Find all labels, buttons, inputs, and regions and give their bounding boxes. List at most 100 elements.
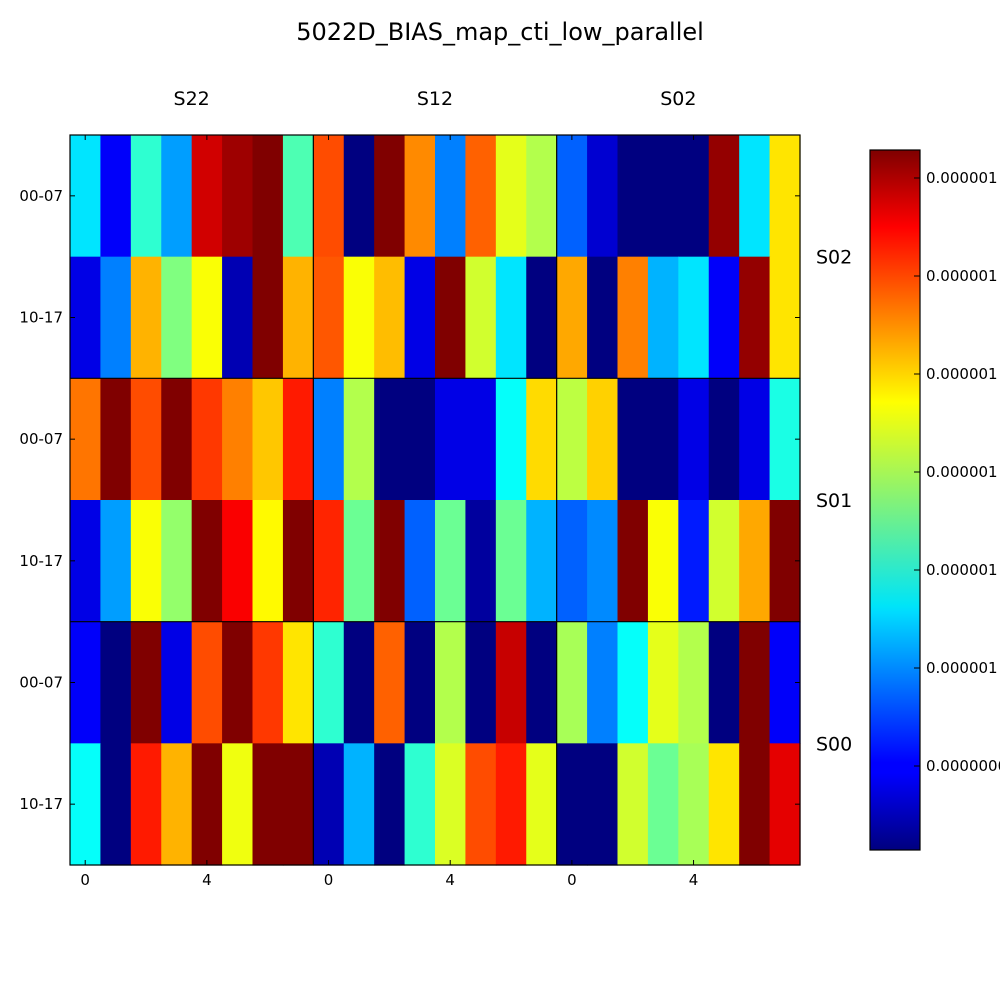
heatmap-cell (404, 256, 436, 379)
heatmap-cell (678, 135, 710, 258)
heatmap-cell (313, 621, 345, 744)
heatmap-cell (252, 256, 284, 379)
heatmap-cell (739, 256, 771, 379)
heatmap-cell (252, 135, 284, 258)
heatmap-cell (678, 743, 710, 866)
heatmap-cell (495, 135, 527, 258)
heatmap-cell (100, 743, 132, 866)
column-group-label: S22 (174, 88, 210, 110)
heatmap-cell (130, 500, 162, 623)
heatmap-cell (465, 135, 497, 258)
heatmap-cell (374, 135, 406, 258)
heatmap-cell (708, 621, 740, 744)
heatmap-cell (130, 378, 162, 501)
heatmap-cell (374, 378, 406, 501)
heatmap-cell (435, 621, 467, 744)
heatmap-cell (647, 743, 679, 866)
heatmap-cell (130, 621, 162, 744)
heatmap-cell (647, 256, 679, 379)
heatmap-cell (100, 500, 132, 623)
heatmap-cell (465, 743, 497, 866)
heatmap-cell (708, 256, 740, 379)
row-group-label: S02 (816, 247, 852, 269)
heatmap-cell (70, 500, 102, 623)
heatmap-cell (495, 500, 527, 623)
heatmap-cell (130, 135, 162, 258)
heatmap-cell (282, 500, 314, 623)
heatmap-cell (465, 500, 497, 623)
x-tick-label: 4 (689, 871, 699, 889)
heatmap-cell (435, 743, 467, 866)
heatmap-cell (526, 378, 558, 501)
heatmap-cell (587, 256, 619, 379)
heatmap-cell (526, 256, 558, 379)
heatmap-cell (617, 621, 649, 744)
heatmap-cell (374, 256, 406, 379)
heatmap-cell (526, 500, 558, 623)
heatmap-cell (100, 135, 132, 258)
colorbar-tick-label: 0.000001 (926, 561, 998, 579)
heatmap-cell (617, 256, 649, 379)
heatmap-cell (495, 621, 527, 744)
heatmap-cell (404, 378, 436, 501)
heatmap-cell (282, 743, 314, 866)
heatmap-cell (495, 743, 527, 866)
y-tick-label: 00-07 (19, 430, 63, 448)
heatmap-cell (708, 135, 740, 258)
heatmap-cell (617, 378, 649, 501)
column-group-label: S12 (417, 88, 453, 110)
heatmap-cell (678, 378, 710, 501)
x-tick-label: 4 (445, 871, 455, 889)
axis-ticks: 00-07 10-17 00-07 10-17 00-07 10-17 0 4 0 4 0 4 (19, 135, 800, 889)
heatmap-cell (556, 743, 588, 866)
y-tick-label: 10-17 (19, 309, 63, 327)
heatmap-cell (617, 743, 649, 866)
heatmap-cell (526, 621, 558, 744)
heatmap-cell (587, 621, 619, 744)
heatmap-cell (222, 500, 254, 623)
heatmap-cell (343, 621, 375, 744)
heatmap-cell (647, 500, 679, 623)
heatmap-cell (100, 621, 132, 744)
heatmap-cell (161, 256, 193, 379)
heatmap-cell (191, 256, 223, 379)
heatmap-cell (191, 500, 223, 623)
heatmap-cell (587, 743, 619, 866)
group-labels: S22 S12 S02 S02 S01 S00 (174, 88, 853, 755)
column-group-label: S02 (660, 88, 696, 110)
heatmap-cell (739, 500, 771, 623)
heatmap-cell (70, 621, 102, 744)
heatmap-cell (374, 621, 406, 744)
heatmap-cells (70, 135, 801, 866)
heatmap-cell (739, 135, 771, 258)
heatmap-cell (252, 378, 284, 501)
heatmap-cell (161, 135, 193, 258)
heatmap-cell (556, 500, 588, 623)
x-tick-label: 0 (80, 871, 90, 889)
heatmap-cell (739, 378, 771, 501)
heatmap-cell (70, 135, 102, 258)
heatmap-cell (556, 135, 588, 258)
heatmap-cell (374, 743, 406, 866)
heatmap-cell (617, 500, 649, 623)
heatmap-cell (374, 500, 406, 623)
heatmap-cell (70, 256, 102, 379)
heatmap-cell (404, 743, 436, 866)
heatmap-cell (252, 621, 284, 744)
heatmap-cell (161, 500, 193, 623)
heatmap-cell (617, 135, 649, 258)
heatmap-cell (435, 378, 467, 501)
heatmap-cell (191, 621, 223, 744)
x-tick-label: 0 (324, 871, 334, 889)
heatmap-cell (222, 135, 254, 258)
heatmap-cell (282, 256, 314, 379)
heatmap-cell (313, 256, 345, 379)
heatmap-cell (556, 256, 588, 379)
heatmap-cell (465, 378, 497, 501)
heatmap-cell (343, 500, 375, 623)
y-tick-label: 00-07 (19, 187, 63, 205)
heatmap-grid-lines (69, 134, 801, 866)
colorbar-tick-label: 0.000001 (926, 365, 998, 383)
heatmap-cell (465, 256, 497, 379)
